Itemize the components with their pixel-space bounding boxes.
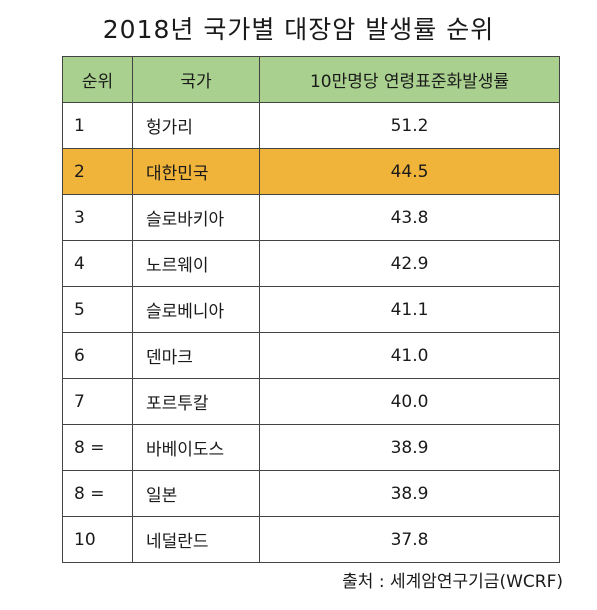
rank-cell: 5 bbox=[62, 286, 133, 333]
table-row: 7 포르투칼 40.0 bbox=[62, 378, 560, 425]
value-cell: 37.8 bbox=[259, 516, 560, 563]
rank-cell: 1 bbox=[62, 102, 133, 149]
value-cell: 40.0 bbox=[259, 378, 560, 425]
column-header-country: 국가 bbox=[132, 56, 260, 103]
country-cell: 대한민국 bbox=[132, 148, 260, 195]
table-row: 6 덴마크 41.0 bbox=[62, 332, 560, 379]
source-note: 출처 : 세계암연구기금(WCRF) bbox=[342, 572, 563, 592]
value-cell: 42.9 bbox=[259, 240, 560, 287]
ranking-table: 순위 국가 10만명당 연령표준화발생률 1 헝가리 51.2 2 대한민국 4… bbox=[62, 56, 560, 563]
country-cell: 슬로바키아 bbox=[132, 194, 260, 241]
value-cell: 41.0 bbox=[259, 332, 560, 379]
table-row: 1 헝가리 51.2 bbox=[62, 102, 560, 149]
rank-cell: 10 bbox=[62, 516, 133, 563]
table-row: 4 노르웨이 42.9 bbox=[62, 240, 560, 287]
value-cell: 38.9 bbox=[259, 470, 560, 517]
table-row: 10 네덜란드 37.8 bbox=[62, 516, 560, 563]
table-row: 8 = 바베이도스 38.9 bbox=[62, 424, 560, 471]
country-cell: 일본 bbox=[132, 470, 260, 517]
country-cell: 노르웨이 bbox=[132, 240, 260, 287]
value-cell: 41.1 bbox=[259, 286, 560, 333]
value-cell: 44.5 bbox=[259, 148, 560, 195]
country-cell: 네덜란드 bbox=[132, 516, 260, 563]
rank-cell: 4 bbox=[62, 240, 133, 287]
rank-cell: 7 bbox=[62, 378, 133, 425]
table-row: 8 = 일본 38.9 bbox=[62, 470, 560, 517]
rank-cell: 2 bbox=[62, 148, 133, 195]
rank-cell: 8 = bbox=[62, 424, 133, 471]
country-cell: 덴마크 bbox=[132, 332, 260, 379]
table-row-highlighted: 2 대한민국 44.5 bbox=[62, 148, 560, 195]
country-cell: 슬로베니아 bbox=[132, 286, 260, 333]
rank-cell: 8 = bbox=[62, 470, 133, 517]
country-cell: 헝가리 bbox=[132, 102, 260, 149]
column-header-rank: 순위 bbox=[62, 56, 133, 103]
table-header-row: 순위 국가 10만명당 연령표준화발생률 bbox=[62, 56, 560, 103]
column-header-incidence-rate: 10만명당 연령표준화발생률 bbox=[259, 56, 560, 103]
value-cell: 51.2 bbox=[259, 102, 560, 149]
table-row: 5 슬로베니아 41.1 bbox=[62, 286, 560, 333]
rank-cell: 6 bbox=[62, 332, 133, 379]
country-cell: 바베이도스 bbox=[132, 424, 260, 471]
rank-cell: 3 bbox=[62, 194, 133, 241]
table-row: 3 슬로바키아 43.8 bbox=[62, 194, 560, 241]
value-cell: 43.8 bbox=[259, 194, 560, 241]
value-cell: 38.9 bbox=[259, 424, 560, 471]
page-title: 2018년 국가별 대장암 발생률 순위 bbox=[102, 15, 495, 44]
country-cell: 포르투칼 bbox=[132, 378, 260, 425]
